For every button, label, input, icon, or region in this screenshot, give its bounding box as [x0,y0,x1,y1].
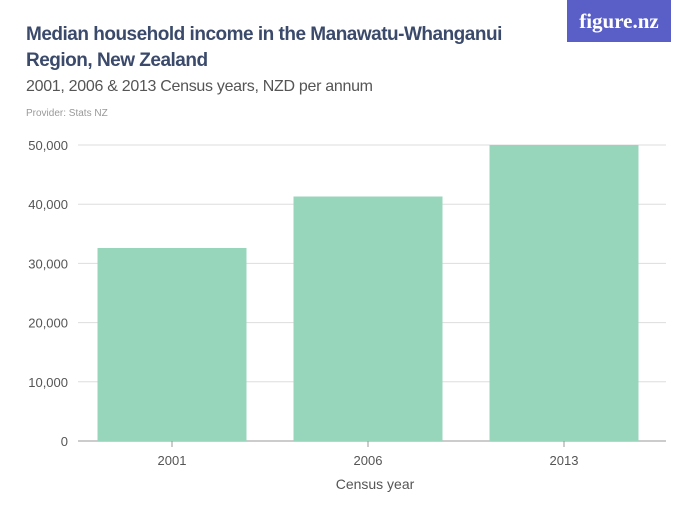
bar-2013 [489,145,639,441]
figure-nz-logo[interactable]: figure.nz [567,0,671,42]
x-tick-label: 2001 [158,453,187,468]
chart-title: Median household income in the Manawatu-… [26,24,502,71]
chart-subtitle: 2001, 2006 & 2013 Census years, NZD per … [26,78,373,95]
y-tick-label: 20,000 [28,316,68,331]
y-tick-label: 50,000 [28,138,68,153]
x-tick-label: 2013 [550,453,579,468]
x-tick-label: 2006 [354,453,383,468]
x-axis-label: Census year [336,476,415,492]
provider-label: Provider: Stats NZ [26,108,108,119]
bar-2006 [293,196,443,441]
y-tick-label: 10,000 [28,375,68,390]
y-tick-label: 0 [61,434,68,449]
bar-2001 [97,248,247,441]
y-tick-label: 30,000 [28,256,68,271]
y-tick-label: 40,000 [28,197,68,212]
